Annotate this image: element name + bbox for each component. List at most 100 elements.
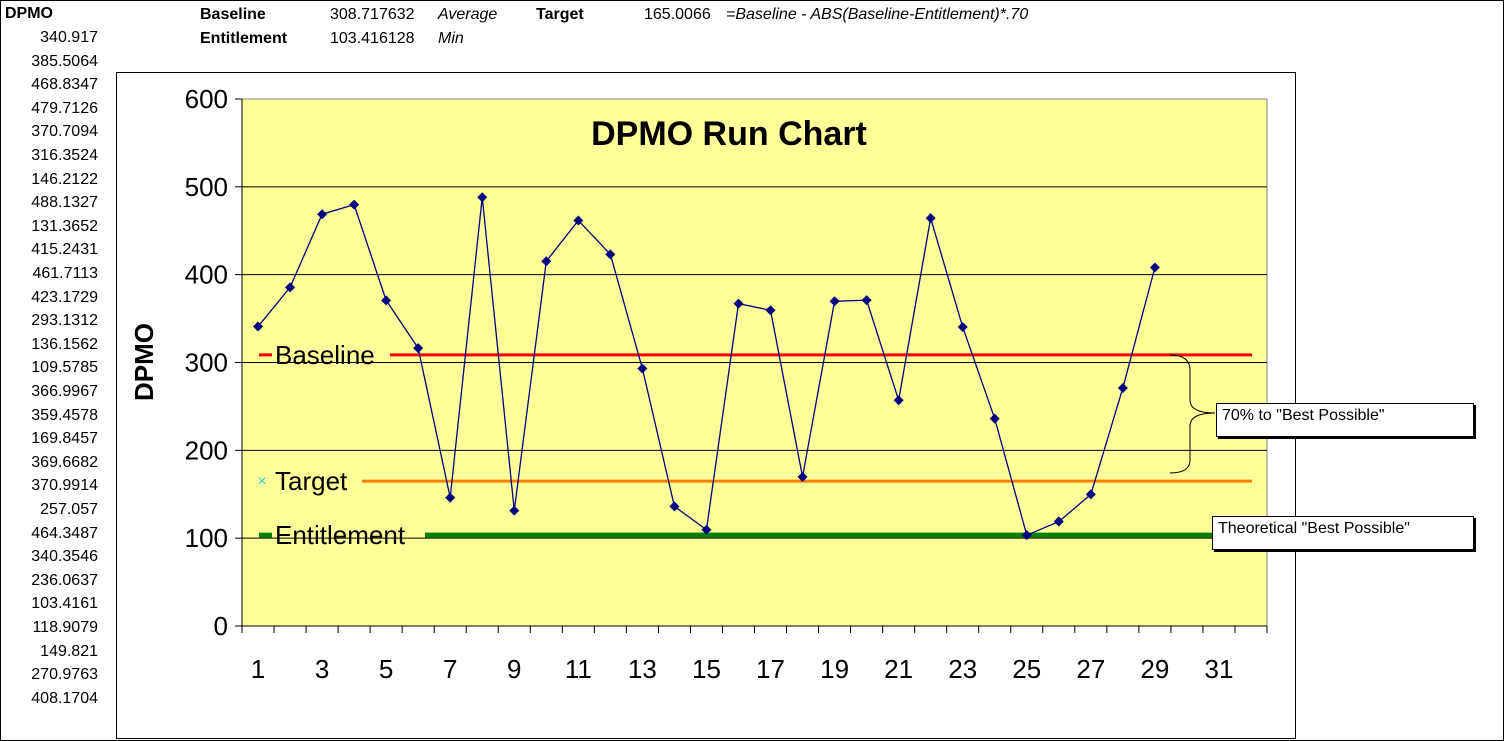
- dpmo-cell[interactable]: 293.1312: [31, 312, 98, 330]
- x-tick-label: 3: [315, 654, 329, 684]
- data-point[interactable]: [1149, 262, 1160, 273]
- y-tick-label: 500: [185, 172, 228, 202]
- data-point[interactable]: [413, 343, 424, 354]
- data-point[interactable]: [893, 395, 904, 406]
- x-tick-label: 13: [628, 654, 657, 684]
- dpmo-cell[interactable]: 109.5785: [31, 359, 98, 377]
- data-point[interactable]: [829, 296, 840, 307]
- x-tick-label: 15: [692, 654, 721, 684]
- dpmo-cell[interactable]: 169.8457: [31, 430, 98, 448]
- data-point[interactable]: [253, 321, 264, 332]
- x-tick-label: 27: [1076, 654, 1105, 684]
- reference-line-label: Entitlement: [275, 520, 406, 550]
- entitlement-note[interactable]: Min: [438, 30, 464, 47]
- callout-70-percent[interactable]: 70% to "Best Possible": [1216, 403, 1474, 437]
- dpmo-cell[interactable]: 340.3546: [31, 548, 98, 566]
- data-point[interactable]: [445, 492, 456, 503]
- data-point[interactable]: [765, 305, 776, 316]
- data-point[interactable]: [957, 322, 968, 333]
- data-point[interactable]: [797, 471, 808, 482]
- callout-theoretical-best[interactable]: Theoretical "Best Possible": [1212, 516, 1474, 550]
- dpmo-cell[interactable]: 236.0637: [31, 571, 98, 589]
- dpmo-cell[interactable]: 316.3524: [31, 147, 98, 164]
- dpmo-cell[interactable]: 415.2431: [31, 241, 98, 259]
- x-tick-label: 23: [948, 654, 977, 684]
- y-tick-label: 600: [185, 84, 228, 114]
- dpmo-cell[interactable]: 366.9967: [31, 383, 98, 400]
- data-point[interactable]: [285, 282, 296, 293]
- y-tick-label: 300: [185, 348, 228, 378]
- target-formula[interactable]: =Baseline - ABS(Baseline-Entitlement)*.7…: [726, 6, 1029, 23]
- dpmo-cell[interactable]: 103.4161: [31, 595, 98, 613]
- target-marker-icon: ×: [257, 473, 266, 490]
- baseline-note[interactable]: Average: [438, 6, 498, 23]
- baseline-value[interactable]: 308.717632: [330, 6, 415, 23]
- dpmo-cell[interactable]: 131.3652: [31, 217, 98, 235]
- dpmo-cell[interactable]: 370.9914: [31, 477, 98, 495]
- dpmo-cell[interactable]: 257.057: [40, 501, 98, 518]
- data-point[interactable]: [509, 505, 520, 516]
- dpmo-cell[interactable]: 359.4578: [31, 406, 98, 424]
- dpmo-cell[interactable]: 423.1729: [31, 288, 98, 306]
- data-point[interactable]: [573, 215, 584, 226]
- data-point[interactable]: [1117, 382, 1128, 393]
- data-point[interactable]: [605, 249, 616, 260]
- dpmo-cell[interactable]: 370.7094: [31, 123, 98, 141]
- data-point[interactable]: [541, 256, 552, 267]
- data-point[interactable]: [1053, 516, 1064, 527]
- y-axis-label: DPMO: [129, 323, 159, 401]
- x-tick-label: 17: [756, 654, 785, 684]
- x-tick-label: 31: [1204, 654, 1233, 684]
- x-tick-label: 9: [507, 654, 521, 684]
- y-tick-label: 100: [185, 523, 228, 553]
- y-tick-label: 200: [185, 435, 228, 465]
- x-tick-label: 5: [379, 654, 393, 684]
- x-tick-label: 1: [251, 654, 265, 684]
- data-point[interactable]: [733, 298, 744, 309]
- data-point[interactable]: [925, 213, 936, 224]
- x-tick-label: 11: [565, 654, 592, 684]
- data-point[interactable]: [381, 295, 392, 306]
- reference-line-label: Baseline: [275, 340, 375, 370]
- dpmo-cell[interactable]: 464.3487: [31, 524, 98, 542]
- data-point[interactable]: [317, 209, 328, 220]
- dpmo-cell[interactable]: 146.2122: [31, 170, 98, 188]
- dpmo-cell[interactable]: 136.1562: [31, 335, 98, 353]
- x-tick-label: 7: [443, 654, 457, 684]
- x-tick-label: 25: [1012, 654, 1041, 684]
- x-tick-label: 21: [884, 654, 913, 684]
- dpmo-cell[interactable]: 479.7126: [31, 99, 98, 117]
- dpmo-cell[interactable]: 149.821: [40, 642, 98, 660]
- dpmo-cell[interactable]: 118.9079: [32, 619, 98, 636]
- data-point[interactable]: [989, 413, 1000, 424]
- data-point[interactable]: [701, 524, 712, 535]
- data-point[interactable]: [669, 501, 680, 512]
- data-point[interactable]: [477, 192, 488, 203]
- data-point[interactable]: [1085, 489, 1096, 500]
- chart-title: DPMO Run Chart: [591, 115, 867, 153]
- range-brace: [1169, 354, 1216, 474]
- baseline-label[interactable]: Baseline: [200, 6, 266, 23]
- x-tick-label: 19: [820, 654, 849, 684]
- dpmo-cell[interactable]: 461.7113: [32, 265, 98, 282]
- data-point[interactable]: [861, 295, 872, 306]
- data-point[interactable]: [637, 363, 648, 374]
- data-point[interactable]: [349, 199, 360, 210]
- y-tick-label: 0: [214, 611, 228, 641]
- dpmo-cell[interactable]: 340.917: [40, 29, 98, 46]
- dpmo-column-header[interactable]: DPMO: [5, 5, 53, 22]
- dpmo-cell[interactable]: 385.5064: [31, 52, 98, 70]
- entitlement-value[interactable]: 103.416128: [330, 30, 415, 47]
- dpmo-cell[interactable]: 369.6682: [31, 453, 98, 471]
- dpmo-cell[interactable]: 488.1327: [31, 194, 98, 212]
- dpmo-cell[interactable]: 408.1704: [31, 689, 98, 707]
- x-tick-label: 29: [1140, 654, 1169, 684]
- target-label[interactable]: Target: [536, 6, 584, 23]
- entitlement-label[interactable]: Entitlement: [200, 30, 288, 47]
- data-point[interactable]: [1021, 530, 1032, 541]
- y-tick-label: 400: [185, 260, 228, 290]
- dpmo-cell[interactable]: 270.9763: [31, 666, 98, 684]
- target-value[interactable]: 165.0066: [644, 6, 711, 23]
- dpmo-cell[interactable]: 468.8347: [31, 76, 98, 94]
